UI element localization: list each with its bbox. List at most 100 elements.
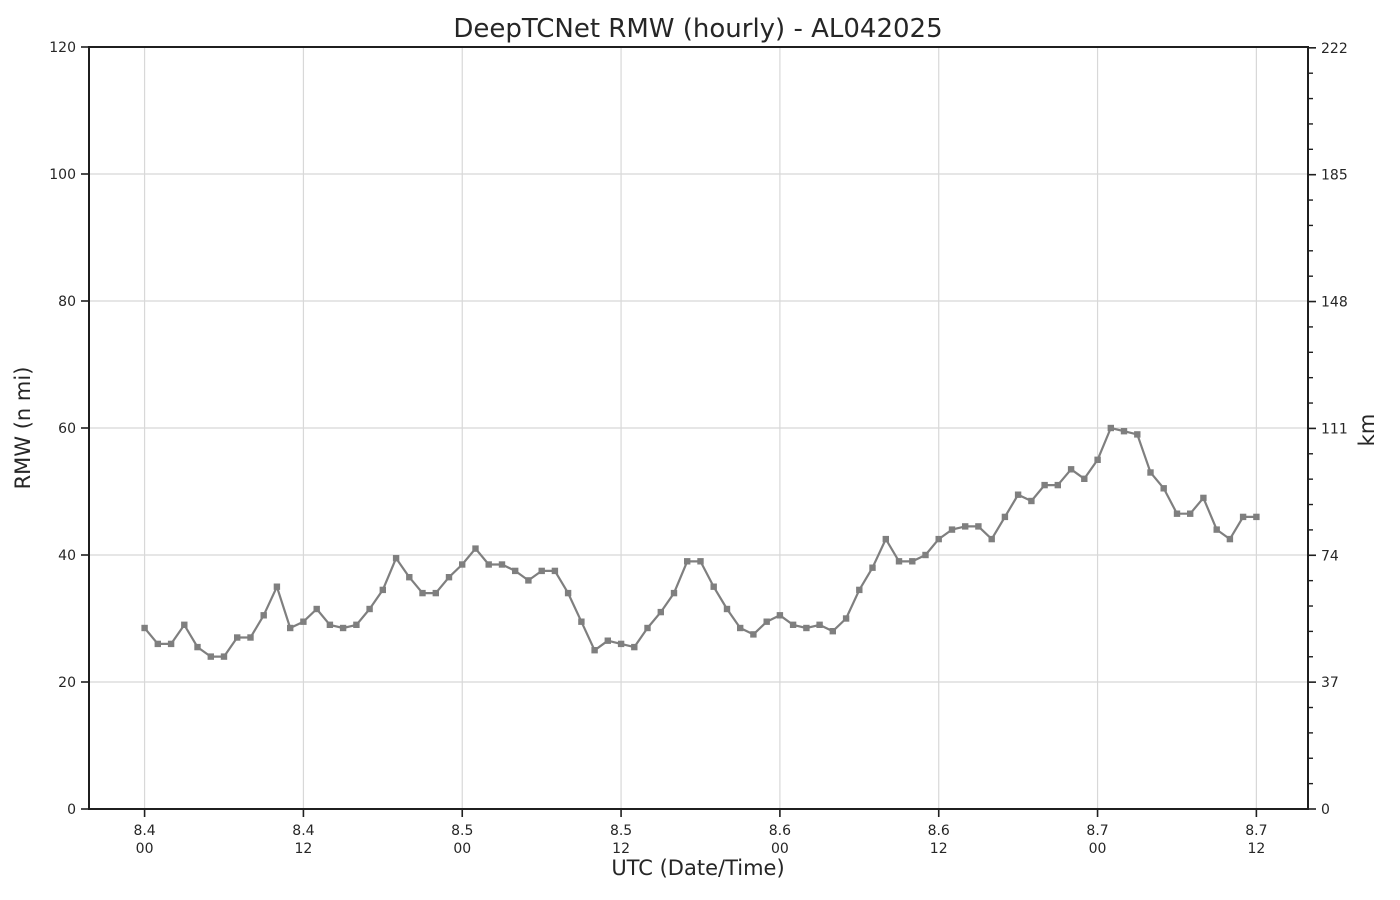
left-tick-label: 20: [58, 675, 76, 691]
data-point-marker: [432, 589, 439, 597]
data-point-marker: [167, 640, 175, 648]
data-point-marker: [1134, 431, 1141, 438]
x-tick-label-date: 8.6: [769, 823, 791, 839]
data-point-marker: [895, 558, 903, 565]
data-point-marker: [1001, 513, 1009, 521]
data-point-marker: [485, 561, 492, 568]
data-point-marker: [882, 535, 889, 543]
data-point-marker: [1213, 526, 1220, 533]
data-point-marker: [657, 608, 664, 616]
tick-label-layer: 0204060801001208.4008.4128.5008.5128.600…: [49, 40, 1347, 857]
data-point-marker: [922, 551, 929, 559]
x-tick-label-time: 00: [1089, 841, 1107, 857]
right-tick-label: 74: [1321, 548, 1339, 564]
x-tick-label-time: 12: [295, 841, 313, 857]
x-tick-label-date: 8.4: [292, 823, 314, 839]
data-point-marker: [538, 567, 545, 575]
data-point-marker: [313, 605, 320, 613]
data-point-marker: [737, 624, 744, 632]
right-tick-label: 0: [1321, 802, 1330, 818]
data-point-marker: [1239, 513, 1247, 521]
right-tick-label: 222: [1321, 41, 1348, 57]
data-point-marker: [1094, 456, 1101, 463]
data-point-marker: [856, 586, 863, 594]
data-point-marker: [1067, 466, 1075, 473]
data-point-marker: [763, 618, 770, 625]
data-point-marker: [1226, 535, 1234, 543]
left-tick-label: 40: [58, 548, 76, 564]
data-point-marker: [220, 653, 228, 660]
data-point-marker: [181, 621, 188, 628]
data-point-marker: [234, 634, 241, 641]
data-point-marker: [684, 558, 691, 565]
right-tick-label: 37: [1321, 675, 1339, 691]
x-axis-label: UTC (Date/Time): [611, 856, 784, 880]
x-tick-label-date: 8.7: [1245, 823, 1267, 839]
data-point-marker: [1014, 491, 1022, 498]
data-point-marker: [1173, 510, 1181, 517]
data-point-marker: [366, 605, 373, 613]
right-tick-label: 111: [1321, 421, 1348, 437]
data-point-marker: [512, 567, 519, 575]
data-point-marker: [154, 640, 161, 648]
data-point-marker: [207, 653, 214, 660]
x-tick-label-time: 12: [612, 841, 630, 857]
data-point-marker: [816, 621, 823, 628]
data-point-marker: [300, 618, 307, 625]
x-tick-label-date: 8.5: [610, 823, 632, 839]
data-point-marker: [260, 612, 267, 619]
data-point-marker: [789, 621, 797, 628]
x-tick-label-time: 12: [930, 841, 948, 857]
x-tick-label-time: 00: [771, 841, 789, 857]
data-point-marker: [326, 621, 334, 628]
data-point-marker: [392, 555, 400, 562]
rmw-series-line: [143, 426, 1258, 658]
x-tick-label-time: 12: [1247, 841, 1265, 857]
data-point-marker: [909, 558, 916, 565]
data-point-marker: [670, 589, 678, 597]
data-point-marker: [1147, 469, 1154, 476]
data-point-marker: [975, 523, 982, 530]
data-point-marker: [1107, 424, 1114, 432]
data-point-marker: [1187, 510, 1194, 517]
data-point-marker: [1081, 475, 1088, 482]
x-tick-label-date: 8.7: [1086, 823, 1108, 839]
data-point-marker: [273, 583, 281, 590]
chart-title: DeepTCNet RMW (hourly) - AL042025: [453, 14, 942, 44]
data-point-marker: [776, 612, 784, 619]
data-point-marker: [419, 589, 426, 597]
series-layer: [141, 424, 1260, 660]
data-point-marker: [988, 535, 995, 543]
data-point-marker: [1028, 497, 1035, 505]
data-point-marker: [829, 628, 836, 635]
data-point-marker: [1041, 481, 1048, 489]
data-point-marker: [564, 589, 572, 597]
data-point-marker: [962, 523, 969, 530]
right-tick-label: 148: [1321, 295, 1348, 311]
left-tick-label: 60: [58, 421, 76, 437]
data-point-marker: [194, 643, 201, 651]
left-tick-label: 100: [49, 167, 76, 183]
data-point-marker: [604, 637, 611, 644]
data-point-marker: [406, 574, 413, 581]
data-point-marker: [287, 624, 294, 632]
axis-layer: [81, 46, 1316, 817]
x-tick-label-date: 8.6: [928, 823, 950, 839]
y-axis-label-left: RMW (n mi): [11, 367, 35, 490]
data-point-marker: [578, 618, 585, 625]
data-point-marker: [1160, 485, 1167, 492]
data-point-marker: [353, 621, 360, 628]
right-tick-label: 185: [1321, 168, 1348, 184]
data-point-marker: [591, 647, 598, 654]
data-point-marker: [498, 561, 506, 568]
data-point-marker: [379, 586, 386, 594]
x-tick-label-time: 00: [136, 841, 154, 857]
data-point-marker: [750, 631, 757, 638]
data-point-marker: [472, 545, 479, 552]
data-point-marker: [525, 577, 532, 584]
x-tick-label-date: 8.4: [133, 823, 155, 839]
data-point-marker: [617, 640, 625, 648]
data-point-marker: [445, 574, 453, 581]
data-point-marker: [551, 567, 559, 575]
data-point-marker: [1200, 494, 1207, 502]
